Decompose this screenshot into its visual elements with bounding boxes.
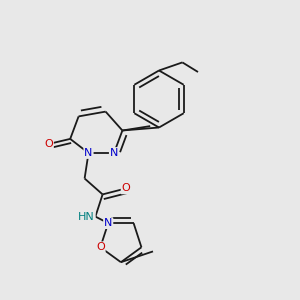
Text: N: N — [104, 218, 112, 228]
Text: N: N — [110, 148, 118, 158]
Text: HN: HN — [78, 212, 95, 222]
Text: O: O — [44, 139, 53, 149]
Text: N: N — [84, 148, 93, 158]
Text: O: O — [122, 183, 130, 194]
Text: O: O — [96, 242, 105, 252]
